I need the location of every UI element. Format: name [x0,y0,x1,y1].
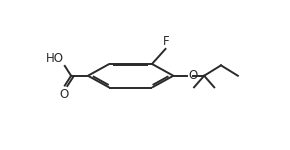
Text: O: O [59,88,69,101]
Text: HO: HO [46,52,64,65]
Text: O: O [188,69,197,82]
Text: F: F [163,35,170,48]
